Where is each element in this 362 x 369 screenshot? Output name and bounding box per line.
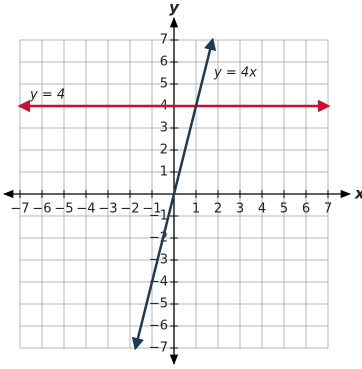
series-label: y = 4x — [213, 66, 257, 81]
y-tick-label: 3 — [160, 121, 168, 136]
y-tick-label: 2 — [160, 143, 168, 158]
y-axis-label: y — [169, 0, 180, 17]
x-tick-label: −2 — [120, 202, 139, 217]
line — [131, 37, 217, 351]
x-tick-label: −5 — [54, 202, 73, 217]
x-tick-label: 7 — [324, 202, 332, 217]
y-tick-label: −5 — [149, 297, 168, 312]
y-tick-label: 7 — [160, 33, 168, 48]
x-tick-label: 3 — [236, 202, 244, 217]
y-tick-label: −7 — [149, 341, 168, 356]
x-tick-label: −7 — [10, 202, 29, 217]
x-tick-label: 6 — [302, 202, 310, 217]
x-tick-label: −3 — [98, 202, 117, 217]
y-tick-label: 6 — [160, 55, 168, 70]
y-tick-label: −1 — [149, 209, 168, 224]
series-label: y = 4 — [29, 88, 65, 103]
x-tick-label: 5 — [280, 202, 288, 217]
x-tick-label: −4 — [76, 202, 95, 217]
y-tick-label: 5 — [160, 77, 168, 92]
y-tick-label: 1 — [160, 165, 168, 180]
y-tick-label: −6 — [149, 319, 168, 334]
x-tick-label: 1 — [192, 202, 200, 217]
x-tick-label: −6 — [32, 202, 51, 217]
x-axis-label: x — [354, 185, 362, 203]
x-tick-label: 2 — [214, 202, 222, 217]
x-tick-label: 4 — [258, 202, 266, 217]
